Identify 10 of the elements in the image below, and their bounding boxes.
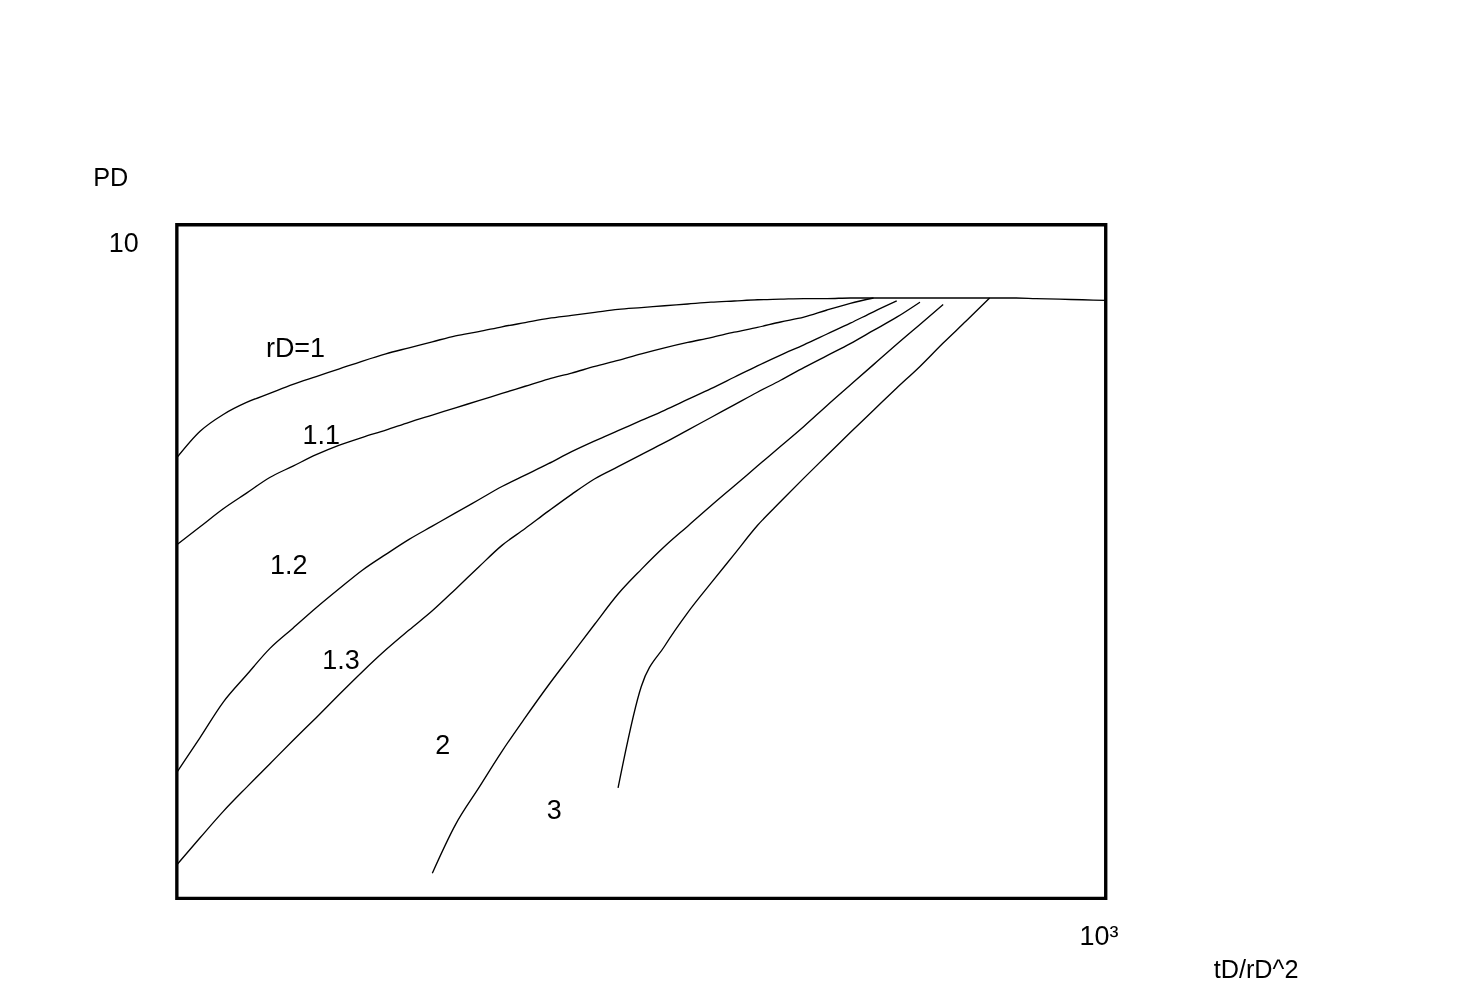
series-label: 1.3 — [322, 645, 360, 676]
series-label: rD=1 — [265, 333, 326, 364]
text: 3 — [546, 794, 562, 825]
series-label: 2 — [435, 729, 451, 760]
series-label: 1.1 — [302, 419, 340, 450]
series-label: 1.2 — [270, 550, 308, 581]
text: 10³ — [1079, 920, 1119, 951]
text: 10 — [108, 227, 139, 258]
x-axis-title: tD/rD^2 — [1213, 955, 1299, 984]
y-axis-title: PD — [93, 163, 129, 192]
